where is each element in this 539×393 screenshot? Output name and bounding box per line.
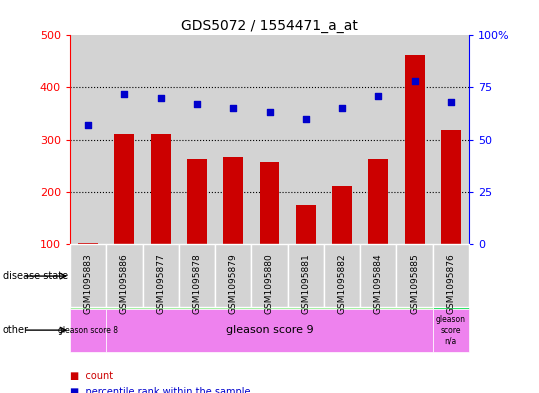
Point [120,90,129,97]
Bar [332,186,352,244]
Bar [151,134,171,244]
Bar [433,244,469,309]
Text: GSM1095880: GSM1095880 [265,253,274,314]
Bar [106,244,143,307]
Point [265,109,274,116]
Bar [324,35,360,244]
Point [410,78,419,84]
Bar [251,35,288,244]
Bar [396,35,433,244]
Bar [368,159,388,244]
Text: disease state: disease state [3,271,68,281]
Text: contro
l: contro l [437,266,464,286]
Bar [324,244,360,307]
Text: GSM1095883: GSM1095883 [84,253,93,314]
Bar [114,134,134,244]
Bar [433,35,469,244]
Bar [70,309,106,352]
Bar [296,205,316,244]
Bar [288,244,324,307]
Text: other: other [3,325,29,335]
Text: gleason
score
n/a: gleason score n/a [436,315,466,345]
Text: GSM1095885: GSM1095885 [410,253,419,314]
Bar [360,244,396,307]
Bar [106,35,143,244]
Text: GSM1095884: GSM1095884 [374,253,383,314]
Point [338,105,347,111]
Point [229,105,238,111]
Bar [106,309,433,352]
Text: GSM1095881: GSM1095881 [301,253,310,314]
Bar [260,162,279,244]
Bar [405,55,425,244]
Bar [396,244,433,307]
Bar [215,244,251,307]
Bar [288,35,324,244]
Text: GSM1095878: GSM1095878 [192,253,202,314]
Bar [433,244,469,307]
Point [446,99,455,105]
Title: GDS5072 / 1554471_a_at: GDS5072 / 1554471_a_at [181,19,358,33]
Text: GSM1095879: GSM1095879 [229,253,238,314]
Bar [143,244,179,307]
Point [374,93,383,99]
Text: GSM1095876: GSM1095876 [446,253,455,314]
Text: GSM1095882: GSM1095882 [337,253,347,314]
Text: gleason score 8: gleason score 8 [58,326,118,334]
Bar [70,244,106,307]
Bar [360,35,396,244]
Text: ■  count: ■ count [70,371,113,381]
Bar [441,130,461,244]
Bar [215,35,251,244]
Bar [179,244,215,307]
Bar [251,244,288,307]
Text: GSM1095877: GSM1095877 [156,253,165,314]
Bar [433,309,469,352]
Bar [78,242,98,244]
Point [301,116,310,122]
Text: ■  percentile rank within the sample: ■ percentile rank within the sample [70,387,251,393]
Text: GSM1095886: GSM1095886 [120,253,129,314]
Point [156,95,165,101]
Point [84,122,93,128]
Bar [70,35,106,244]
Text: gleason score 9: gleason score 9 [226,325,313,335]
Bar [143,35,179,244]
Bar [223,157,243,244]
Bar [187,159,207,244]
Bar [179,35,215,244]
Text: prostate cancer: prostate cancer [208,271,295,281]
Point [192,101,201,107]
